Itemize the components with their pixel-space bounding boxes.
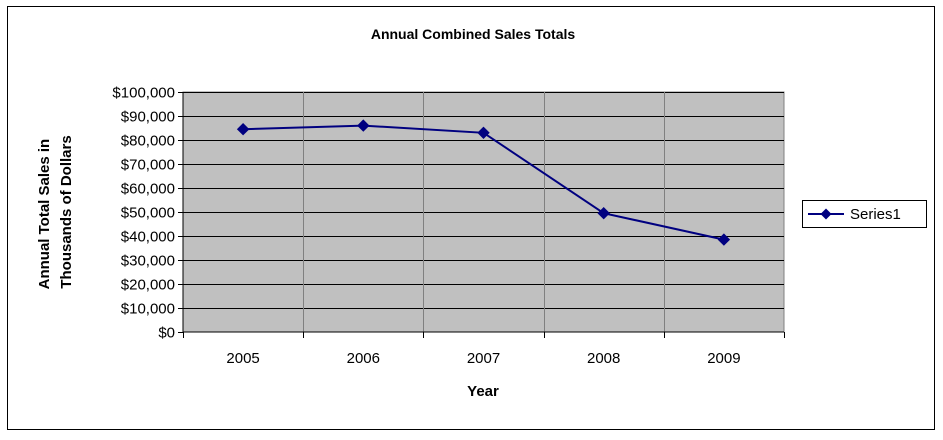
x-tick-label: 2006 xyxy=(347,350,380,367)
legend-box xyxy=(802,200,927,228)
y-tick-label: $20,000 xyxy=(121,277,175,294)
legend-diamond-icon xyxy=(820,208,832,220)
x-tick-label: 2005 xyxy=(226,350,259,367)
data-point-marker xyxy=(477,126,490,140)
y-tick-label: $30,000 xyxy=(121,253,175,270)
data-point-marker xyxy=(597,206,610,220)
y-axis-title-line-2: Thousands of Dollars xyxy=(58,135,75,288)
x-axis-ticks: 2005 2006 2007 2008 2009 xyxy=(183,332,785,367)
series-layer xyxy=(236,119,731,246)
data-point-marker xyxy=(717,233,731,246)
x-tick-label: 2009 xyxy=(707,350,740,367)
grid-lines xyxy=(183,92,784,332)
y-tick-label: $10,000 xyxy=(121,301,175,318)
x-tick-label: 2007 xyxy=(467,350,500,367)
data-point-marker xyxy=(357,119,370,132)
y-axis-ticks: $0 $10,000 $20,000 $30,000 $40,000 $50,000 $60… xyxy=(112,85,183,342)
chart-title: Annual Combined Sales Totals xyxy=(371,26,576,42)
legend-label-series1: Series1 xyxy=(850,206,901,223)
x-axis-title: Year xyxy=(467,383,499,400)
y-tick-label: $0 xyxy=(158,325,175,342)
x-tick-label: 2008 xyxy=(587,350,620,367)
y-tick-label: $60,000 xyxy=(121,181,175,198)
data-point-marker xyxy=(236,122,250,136)
y-tick-label: $100,000 xyxy=(112,85,175,102)
y-tick-label: $40,000 xyxy=(121,229,175,246)
y-tick-label: $80,000 xyxy=(121,133,175,150)
y-tick-label: $50,000 xyxy=(121,205,175,222)
y-tick-label: $90,000 xyxy=(121,109,175,126)
legend[interactable]: Series1 xyxy=(802,200,927,228)
y-axis-title: Annual Total Sales in Thousands of Dolla… xyxy=(36,135,75,290)
y-tick-label: $70,000 xyxy=(121,157,175,174)
y-axis-title-line-1: Annual Total Sales in xyxy=(36,139,53,290)
